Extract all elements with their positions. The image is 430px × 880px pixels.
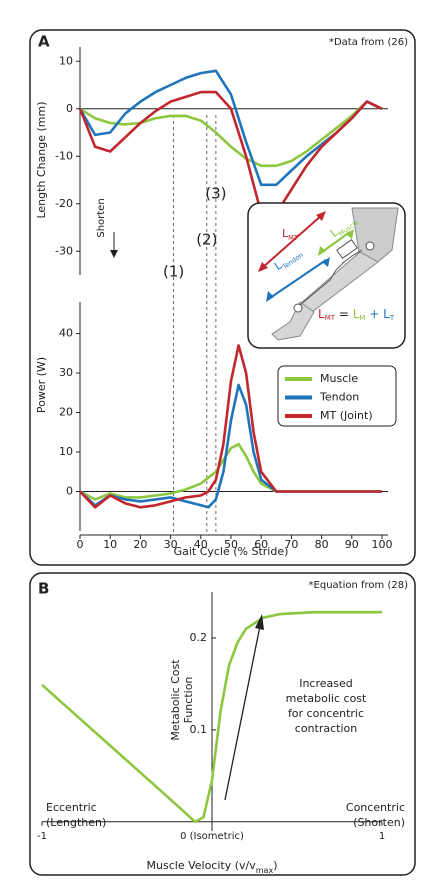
equation-sub: T	[389, 314, 395, 322]
y-tick-label: 0	[66, 102, 73, 115]
series-line	[79, 344, 382, 509]
y-tick-label: 20	[59, 406, 73, 419]
thigh	[351, 207, 399, 263]
series-line	[78, 90, 383, 215]
legend-label: Tendon	[319, 391, 359, 404]
panel-label: A	[38, 33, 50, 51]
panel-label: B	[38, 580, 49, 598]
x-tick-label: 90	[345, 538, 359, 551]
equation-part: L	[318, 307, 325, 321]
x-tick-label: 10	[103, 538, 117, 551]
shorten-arrowhead	[110, 250, 118, 258]
x-tick-label: 60	[254, 538, 268, 551]
x-tick-label: 100	[372, 538, 393, 551]
x-axis-label: Gait Cycle (% Stride)	[174, 545, 289, 558]
annotation-arrowhead	[255, 614, 264, 630]
y-axis-label: Function	[182, 677, 195, 724]
x-tick-label: 30	[164, 538, 178, 551]
x-axis-label: Muscle Velocity (v/vmax)	[147, 859, 278, 875]
ankle	[293, 303, 303, 313]
y-tick-label: -30	[55, 244, 73, 257]
y-axis-label: Power (W)	[35, 357, 48, 413]
muscle-spring	[299, 249, 363, 306]
knee	[365, 241, 375, 251]
y-tick-label: 0	[66, 485, 73, 498]
legend-label: Muscle	[320, 372, 358, 385]
x-tick-label: -1	[37, 831, 47, 842]
annotation: Increased	[299, 677, 353, 690]
y-tick-label: 0.1	[190, 723, 208, 736]
panel-a-frame	[29, 29, 416, 566]
y-tick-label: 10	[59, 445, 73, 458]
y-axis-label: Length Change (mm)	[35, 101, 48, 218]
x-tick-label: 20	[133, 538, 147, 551]
x-tick-label: 70	[284, 538, 298, 551]
panel-b-frame	[29, 572, 416, 876]
note: *Data from (26)	[329, 37, 408, 48]
equation: LMT = LM + LT	[318, 307, 395, 323]
y-tick-label: 0.2	[190, 631, 208, 644]
y-tick-label: -10	[55, 149, 73, 162]
lmt-arrow	[261, 214, 323, 269]
arrowhead	[318, 229, 354, 256]
annotation: metabolic cost	[286, 692, 367, 705]
phase-label: (2)	[196, 231, 217, 249]
annotation: (Shorten)	[353, 816, 405, 829]
x-tick-label: 0	[77, 538, 84, 551]
annotation: Concentric	[346, 801, 405, 814]
annotation-arrow	[224, 625, 261, 801]
x-axis-label-part: max	[256, 866, 274, 875]
muscle-box	[336, 239, 358, 259]
x-tick-label: 80	[315, 538, 329, 551]
x-axis-label-part: Muscle Velocity (v/v	[147, 859, 257, 872]
x-axis-label-part: )	[273, 859, 277, 872]
inset-label-sub: MT	[288, 234, 299, 242]
ltendon-arrow	[269, 259, 327, 299]
x-tick-label: 1	[379, 831, 385, 842]
arrowhead	[266, 257, 330, 302]
shorten-label: Shorten	[96, 198, 107, 237]
lmuscle-arrow	[321, 231, 351, 253]
annotation: Eccentric	[46, 801, 97, 814]
equation-sub: MT	[325, 314, 336, 322]
annotation: for concentric	[288, 707, 364, 720]
annotation: contraction	[295, 722, 357, 735]
inset-label: LMT	[282, 227, 299, 242]
x-tick-label: 0 (Isometric)	[180, 831, 244, 842]
y-tick-label: 30	[59, 366, 73, 379]
annotation: (Lengthen)	[46, 816, 106, 829]
y-tick-label: -20	[55, 197, 73, 210]
y-axis-label: Metabolic Cost	[169, 659, 182, 741]
equation-part: L	[383, 307, 390, 321]
y-tick-label: 40	[59, 327, 73, 340]
phase-label: (1)	[163, 263, 184, 281]
phase-label: (3)	[205, 185, 226, 203]
series-line	[79, 100, 383, 168]
foot	[271, 301, 315, 341]
equation-part: L	[353, 307, 360, 321]
x-tick-label: 50	[224, 538, 238, 551]
equation-part: +	[365, 307, 383, 321]
arrowhead	[258, 211, 326, 272]
x-tick-label: 40	[194, 538, 208, 551]
equation-part: =	[335, 307, 353, 321]
equation-sub: M	[359, 314, 365, 322]
legend-label: MT (Joint)	[320, 409, 373, 422]
note: *Equation from (28)	[309, 580, 409, 591]
series-line	[41, 610, 382, 824]
legend: Muscle Tendon MT (Joint)	[277, 365, 397, 427]
inset-label-main: L	[282, 227, 289, 240]
y-tick-label: 10	[59, 54, 73, 67]
